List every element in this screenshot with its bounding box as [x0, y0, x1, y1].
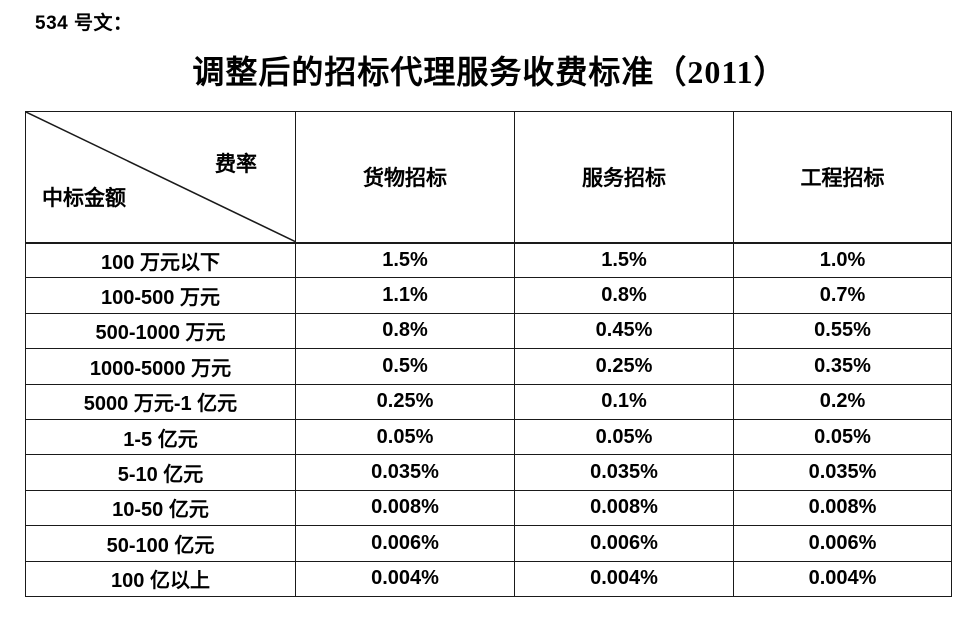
rate-cell: 0.1% — [514, 383, 734, 420]
table-header: 费率 中标金额 货物招标 服务招标 工程招标 — [25, 111, 952, 244]
rate-cell: 1.5% — [295, 241, 515, 279]
rate-cell: 0.2% — [733, 383, 952, 420]
table-row: 1000-5000 万元 0.5% 0.25% 0.35% — [25, 348, 952, 385]
row-label: 100-500 万元 — [25, 277, 296, 314]
rate-cell: 0.05% — [733, 418, 952, 456]
table-row: 100 万元以下 1.5% 1.5% 1.0% — [25, 241, 952, 279]
row-label: 500-1000 万元 — [25, 312, 296, 350]
row-label: 50-100 亿元 — [25, 525, 296, 562]
rate-cell: 0.25% — [514, 348, 734, 385]
row-label: 100 亿以上 — [25, 560, 296, 597]
table-row: 10-50 亿元 0.008% 0.008% 0.008% — [25, 489, 952, 527]
rate-cell: 0.006% — [295, 525, 515, 562]
column-header-goods: 货物招标 — [295, 111, 515, 244]
column-header-services: 服务招标 — [514, 111, 734, 244]
column-header-engineering: 工程招标 — [733, 111, 952, 244]
table-row: 50-100 亿元 0.006% 0.006% 0.006% — [25, 525, 952, 562]
row-label: 5-10 亿元 — [25, 454, 296, 491]
rate-cell: 0.008% — [733, 489, 952, 527]
row-label: 1-5 亿元 — [25, 418, 296, 456]
rate-cell: 0.004% — [295, 560, 515, 597]
diagonal-divider-line — [26, 112, 295, 242]
rate-cell: 0.035% — [295, 454, 515, 491]
row-label: 10-50 亿元 — [25, 489, 296, 527]
doc-number-label: 534 号文： — [35, 13, 133, 34]
rate-cell: 0.004% — [733, 560, 952, 597]
table-row: 5-10 亿元 0.035% 0.035% 0.035% — [25, 454, 952, 491]
rate-cell: 0.006% — [733, 525, 952, 562]
rate-cell: 1.5% — [514, 241, 734, 279]
row-label: 1000-5000 万元 — [25, 348, 296, 385]
corner-header-cell: 费率 中标金额 — [25, 111, 296, 244]
rate-cell: 0.035% — [514, 454, 734, 491]
rate-cell: 0.035% — [733, 454, 952, 491]
row-label: 5000 万元-1 亿元 — [25, 383, 296, 420]
table-row: 1-5 亿元 0.05% 0.05% 0.05% — [25, 418, 952, 456]
rate-cell: 0.8% — [514, 277, 734, 314]
rate-cell: 0.05% — [295, 418, 515, 456]
rate-cell: 0.006% — [514, 525, 734, 562]
row-label: 100 万元以下 — [25, 241, 296, 279]
header-row: 费率 中标金额 货物招标 服务招标 工程招标 — [25, 111, 952, 244]
page-title: 调整后的招标代理服务收费标准（2011） — [192, 54, 787, 90]
rate-cell: 0.8% — [295, 312, 515, 350]
rate-cell: 1.1% — [295, 277, 515, 314]
table-body: 100 万元以下 1.5% 1.5% 1.0% 100-500 万元 1.1% … — [25, 241, 952, 597]
rate-cell: 1.0% — [733, 241, 952, 279]
rate-cell: 0.7% — [733, 277, 952, 314]
rate-cell: 0.25% — [295, 383, 515, 420]
corner-label-rate: 费率 — [215, 153, 257, 176]
rate-cell: 0.008% — [295, 489, 515, 527]
table-row: 100 亿以上 0.004% 0.004% 0.004% — [25, 560, 952, 597]
rate-cell: 0.008% — [514, 489, 734, 527]
rate-cell: 0.35% — [733, 348, 952, 385]
rate-cell: 0.5% — [295, 348, 515, 385]
corner-label-bid-amount: 中标金额 — [42, 186, 126, 210]
rate-cell: 0.05% — [514, 418, 734, 456]
rate-cell: 0.45% — [514, 312, 734, 350]
rate-cell: 0.004% — [514, 560, 734, 597]
fee-rate-table: 费率 中标金额 货物招标 服务招标 工程招标 100 万元以下 1.5% 1.5… — [25, 111, 952, 597]
table-row: 5000 万元-1 亿元 0.25% 0.1% 0.2% — [25, 383, 952, 420]
table-row: 500-1000 万元 0.8% 0.45% 0.55% — [25, 312, 952, 350]
table-row: 100-500 万元 1.1% 0.8% 0.7% — [25, 277, 952, 314]
rate-cell: 0.55% — [733, 312, 952, 350]
